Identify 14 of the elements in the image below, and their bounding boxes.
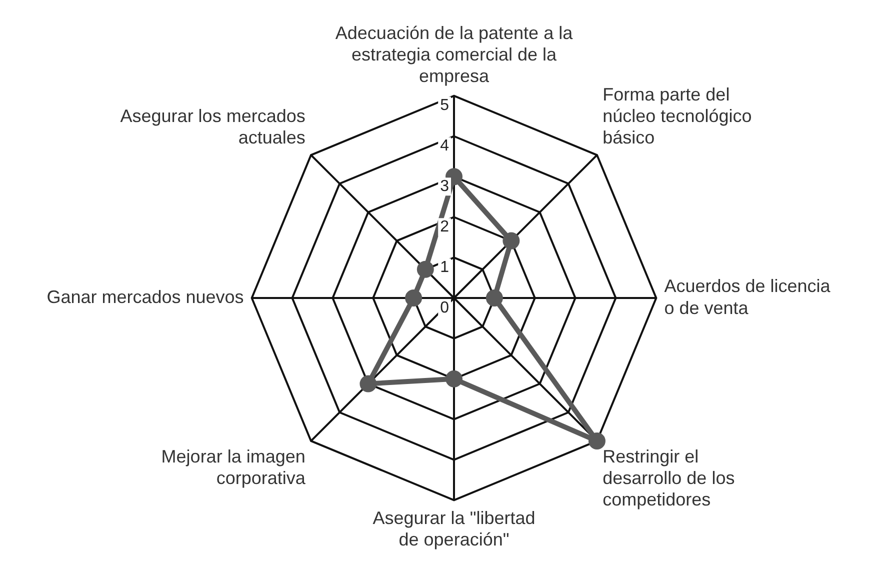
- y-tick-label: 5: [440, 97, 450, 114]
- y-tick-label: 1: [440, 258, 450, 276]
- y-tick-label: 2: [440, 218, 450, 236]
- y-tick-label: 3: [440, 178, 450, 196]
- spoke-label: Adecuación de la patente a la estrategia comercial de la empresa: [335, 22, 574, 86]
- spoke-label: Acuerdos de licencia o de venta: [664, 276, 832, 318]
- y-tick-label: 0: [440, 299, 450, 316]
- spoke-label: Restringir el desarrollo de los competidores: [602, 446, 735, 510]
- spoke-label: Forma parte del núcleo tecnológico básico: [602, 84, 752, 148]
- spoke-label: Mejorar la imagen corporativa: [161, 446, 306, 488]
- spoke-label: Ganar mercados nuevos: [46, 286, 244, 307]
- spoke-label: Asegurar la "libertad de operación": [372, 508, 536, 550]
- y-tick-label: 4: [440, 138, 450, 155]
- spoke-label: Asegurar los mercados actuales: [120, 106, 306, 148]
